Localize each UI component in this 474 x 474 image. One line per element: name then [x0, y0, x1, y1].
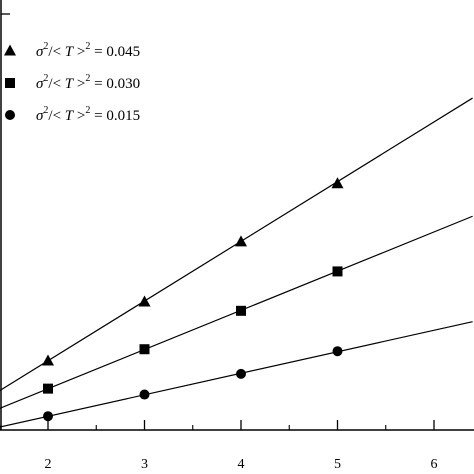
data-markers: [42, 177, 344, 422]
point-series-1-2: [138, 295, 151, 307]
legend-marker-3: [5, 110, 15, 120]
legend-label-part: = 0.030: [90, 76, 140, 92]
legend-label-3: σ2/< T >2 = 0.015: [36, 105, 140, 124]
legend-label-part: 2: [43, 41, 48, 52]
point-series-1-1: [42, 354, 54, 366]
legend-label-part: = 0.015: [90, 108, 140, 124]
point-series-1-4: [331, 177, 344, 189]
point-series-3-1: [43, 411, 53, 422]
legend-label-1: σ2/< T >2 = 0.045: [36, 41, 140, 60]
x-tick-label-6: 6: [431, 457, 438, 472]
point-series-2-4: [332, 266, 343, 277]
legend-label-part: >: [73, 76, 85, 92]
legend-label-part: /<: [48, 108, 64, 124]
legend-label-part: σ: [36, 108, 44, 124]
legend-label-part: = 0.045: [90, 44, 140, 60]
point-series-3-4: [332, 346, 343, 357]
legend-label-2: σ2/< T >2 = 0.030: [36, 73, 140, 92]
point-series-2-1: [43, 383, 53, 394]
x-tick-label-3: 3: [141, 457, 148, 472]
legend-label-part: T: [65, 108, 75, 124]
legend-label-part: 2: [43, 105, 48, 116]
plot-frame: [0, 0, 474, 431]
legend-label-part: 2: [43, 73, 48, 84]
point-series-3-3: [236, 368, 246, 379]
x-tick-label-2: 2: [45, 457, 52, 472]
legend-label-part: 2: [85, 105, 90, 116]
point-series-2-3: [236, 305, 246, 316]
legend-label-part: /<: [48, 44, 64, 60]
legend-label-part: >: [73, 44, 85, 60]
x-tick-label-4: 4: [238, 457, 245, 472]
legend-label-part: σ: [36, 44, 44, 60]
legend-label-part: 2: [85, 73, 90, 84]
legend-label-part: σ: [36, 76, 44, 92]
legend-marker-1: [4, 44, 16, 56]
legend-label-part: /<: [48, 76, 64, 92]
legend-label-part: >: [73, 108, 85, 124]
point-series-1-3: [235, 235, 247, 247]
legend-label-part: T: [65, 76, 75, 92]
legend-label-part: 2: [85, 41, 90, 52]
x-tick-label-5: 5: [334, 457, 341, 472]
point-series-2-2: [139, 344, 150, 355]
x-ticks: 2 3 4 5 6: [0, 13, 438, 472]
legend-marker-2: [5, 78, 15, 88]
point-series-3-2: [139, 389, 150, 400]
fit-lines: [0, 97, 473, 428]
legend-label-part: T: [65, 44, 75, 60]
